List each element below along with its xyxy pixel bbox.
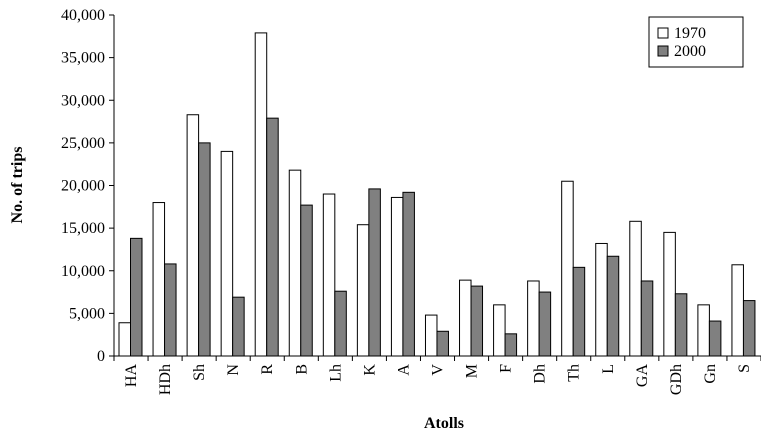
bar-1970-B (288, 169, 302, 357)
x-axis: HA HDh Sh N R B Lh K A V M F Dh Th L GA GDh Gn S (113, 355, 761, 395)
bar-2000-V (436, 330, 449, 357)
bar-2000-HDh (164, 263, 177, 357)
bar-1970-V (424, 314, 438, 357)
x-tick-label: Lh (327, 364, 344, 382)
legend-label-1970: 1970 (674, 25, 706, 42)
x-tick-label: F (498, 364, 515, 373)
x-tick-label: V (430, 364, 447, 376)
x-tick-label: K (361, 364, 378, 376)
x-tick-label: N (225, 364, 242, 376)
bar-2000-F (504, 333, 518, 357)
bar-2000-GA (640, 280, 654, 357)
bar-2000-Lh (334, 290, 347, 357)
x-tick-label: Sh (191, 364, 208, 381)
bar-1970-HA (118, 322, 131, 357)
bar-1970-N (220, 150, 234, 357)
bar-1970-Sh (186, 114, 200, 357)
bar-2000-GDh (674, 293, 688, 357)
bar-2000-L (606, 255, 620, 357)
bar-1970-GA (629, 220, 642, 357)
y-tick-label: 15,000 (61, 220, 105, 237)
bar-1970-Th (561, 180, 574, 357)
y-axis-label: No. of trips (9, 147, 26, 224)
x-tick-label: B (293, 364, 310, 375)
bar-1970-R (254, 32, 268, 357)
y-tick-label: 0 (97, 348, 105, 365)
x-axis-label: Atolls (424, 415, 464, 432)
legend-swatch-2000 (657, 45, 669, 57)
x-tick-label: GA (634, 364, 651, 388)
bar-2000-Gn (708, 320, 722, 357)
y-tick-label: 40,000 (61, 7, 105, 24)
x-tick-label: GDh (668, 364, 685, 395)
x-tick-label: Th (566, 364, 583, 382)
legend-box (648, 16, 744, 68)
y-tick-label: 5,000 (69, 305, 105, 322)
bar-1970-Lh (322, 193, 336, 357)
bar-1970-M (459, 279, 472, 357)
bar-1970-Dh (527, 280, 540, 357)
x-tick-label: Gn (702, 364, 719, 384)
bar-2000-K (368, 188, 381, 357)
bar-2000-HA (130, 237, 143, 357)
x-tick-label: Dh (532, 364, 549, 384)
x-tick-label: S (736, 364, 753, 373)
bar-2000-B (300, 204, 313, 357)
x-tick-label: A (395, 364, 412, 376)
y-tick-label: 35,000 (61, 50, 105, 67)
x-tick-label: M (464, 364, 481, 378)
bar-1970-Gn (697, 304, 710, 357)
x-tick-label: HDh (157, 364, 174, 395)
bar-1970-F (493, 304, 506, 357)
bar-1970-GDh (663, 231, 676, 357)
bar-2000-Th (572, 266, 586, 357)
bar-2000-S (742, 300, 756, 357)
bar-1970-HDh (152, 202, 166, 357)
bar-2000-Dh (538, 291, 552, 357)
bar-2000-R (266, 117, 279, 357)
y-tick-label: 30,000 (61, 92, 105, 109)
legend-label-2000: 2000 (674, 43, 706, 60)
legend: 1970 2000 (648, 16, 744, 68)
bar-2000-N (232, 296, 245, 357)
bar-2000-Sh (198, 142, 211, 357)
y-axis: 0 5,000 10,000 15,000 20,000 25,000 30,000 35,0… (61, 7, 115, 365)
bars (118, 32, 756, 357)
legend-swatch-1970 (657, 27, 669, 39)
y-tick-label: 10,000 (61, 263, 105, 280)
y-tick-label: 20,000 (61, 178, 105, 195)
bar-2000-M (470, 285, 484, 357)
bar-2000-A (402, 191, 415, 357)
bar-1970-L (595, 242, 608, 357)
bar-1970-S (731, 264, 744, 357)
x-tick-label: L (600, 364, 617, 374)
x-tick-label: R (259, 364, 276, 375)
x-tick-label: HA (123, 364, 140, 388)
bar-1970-K (356, 224, 370, 357)
bar-1970-A (390, 196, 404, 357)
y-tick-label: 25,000 (61, 135, 105, 152)
